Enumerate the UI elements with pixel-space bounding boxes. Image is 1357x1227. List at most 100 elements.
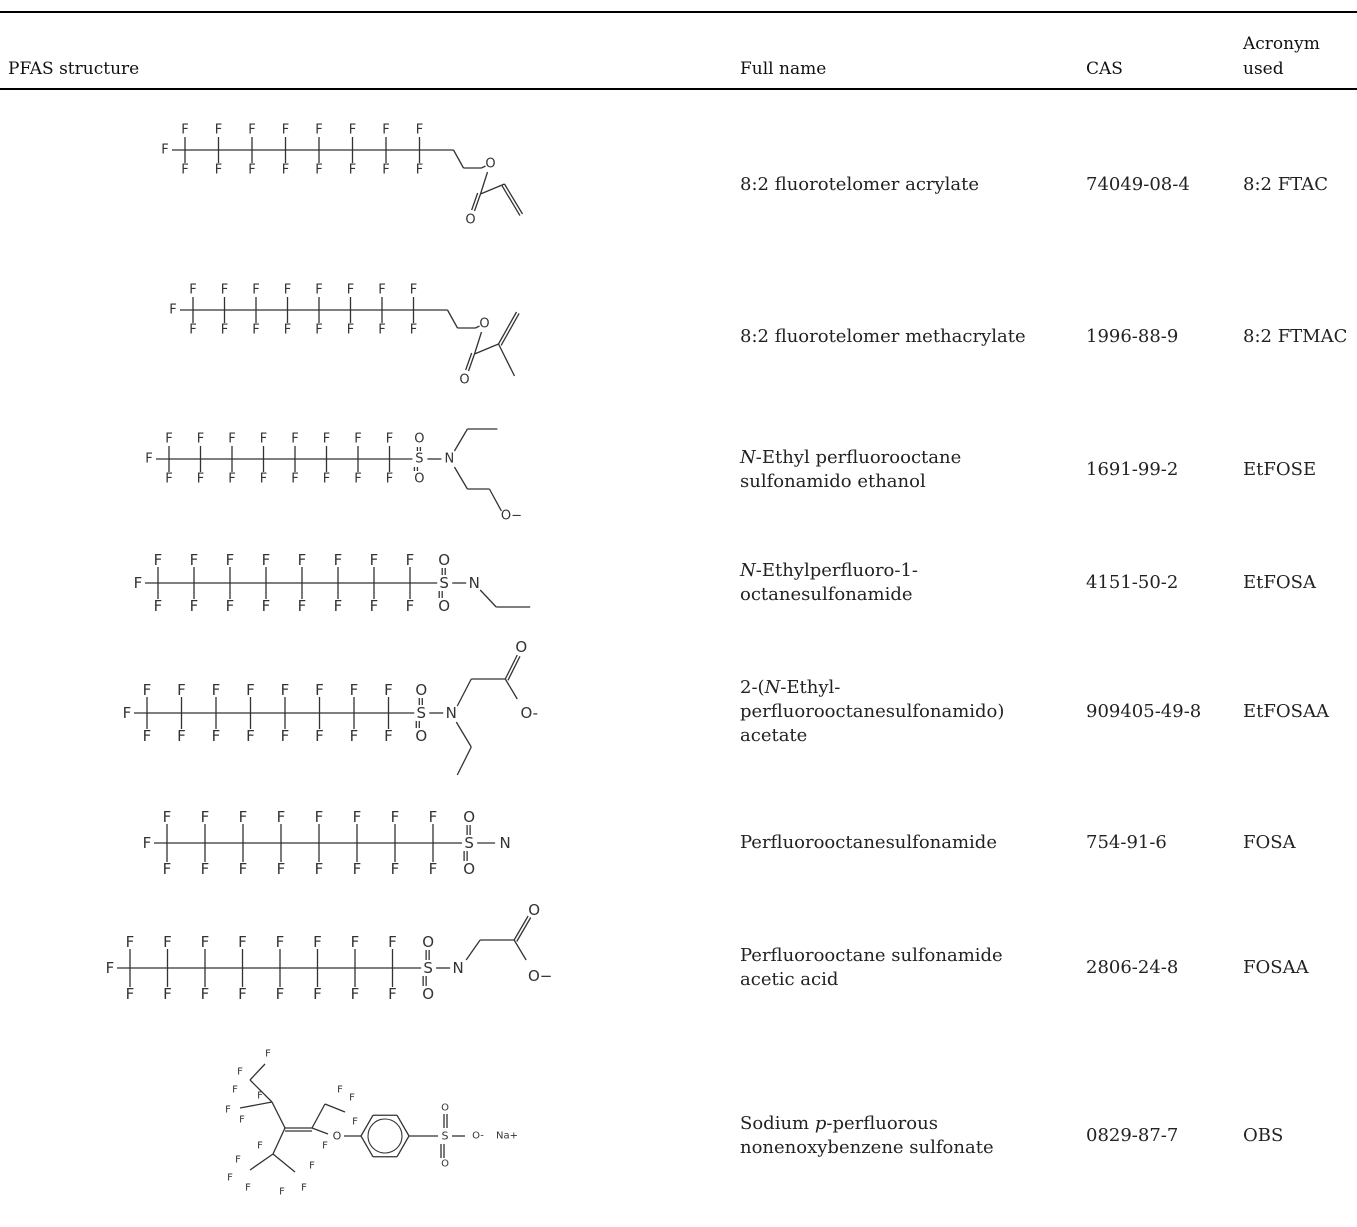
oxygen-atom: O	[441, 1103, 449, 1114]
fluorine-atom: F	[189, 323, 196, 338]
fluorine-atom: F	[197, 432, 204, 447]
fluorine-atom: F	[322, 1141, 328, 1152]
fluorine-atom: F	[232, 1085, 238, 1096]
fluorine-atom: F	[246, 681, 255, 699]
name-text: Perfluorooctanesulfonamide	[740, 832, 997, 853]
fluorine-atom: F	[252, 323, 259, 338]
ring-bond	[360, 1135, 374, 1158]
double-bond-line	[516, 917, 532, 942]
fluorine-atom: F	[221, 323, 228, 338]
ring-bond	[396, 1114, 410, 1137]
bond-line	[272, 1153, 296, 1173]
bond-line	[475, 325, 480, 329]
fluorine-atom: F	[239, 808, 248, 826]
fluorine-atom: F	[384, 727, 393, 745]
oxygen-anion: O-	[520, 704, 538, 722]
sulfur-atom: S	[417, 704, 427, 722]
full-name-line: 8:2 fluorotelomer acrylate	[740, 173, 979, 197]
fluorine-atom: F	[134, 574, 143, 592]
oxygen-atom: O	[459, 373, 469, 388]
double-bond-line	[501, 185, 521, 216]
fluorine-atom: F	[298, 551, 307, 569]
bond-line	[479, 171, 489, 195]
bond-line	[479, 589, 497, 608]
full-name-cell: Perfluorooctane sulfonamide acetic acid	[740, 944, 1003, 992]
full-name-cell: Perfluorooctanesulfonamide	[740, 831, 997, 855]
bond-line	[504, 678, 518, 700]
fluorine-atom: F	[257, 1091, 263, 1102]
fluorine-atom: F	[201, 808, 210, 826]
bond-line	[239, 1101, 273, 1109]
acronym-cell: 8:2 FTAC	[1243, 174, 1328, 195]
name-text: octanesulfonamide	[740, 584, 913, 605]
fluorine-atom: F	[323, 472, 330, 487]
bond-line	[474, 343, 499, 355]
fluorine-atom: F	[262, 551, 271, 569]
fluorine-atom: F	[260, 432, 267, 447]
fluorine-atom: F	[246, 727, 255, 745]
table-row: F F F F F F F F F F F F F F F F F S O O N O− N-Ethyl perfluoro…	[0, 414, 1357, 526]
fluorine-atom: F	[227, 1173, 233, 1184]
double-bond-line	[507, 656, 521, 681]
aromatic-ring	[367, 1118, 403, 1154]
sulfur-atom: S	[423, 959, 433, 977]
nitrogen-atom: N	[445, 452, 455, 467]
fluorine-atom: F	[239, 860, 248, 878]
fluorine-atom: F	[262, 597, 271, 615]
cas-cell: 754-91-6	[1086, 832, 1167, 853]
oxygen-atom: O	[515, 638, 527, 656]
fluorine-atom: F	[154, 551, 163, 569]
name-text: acetic acid	[740, 969, 839, 990]
fluorine-atom: F	[161, 143, 168, 158]
fluorine-atom: F	[406, 551, 415, 569]
full-name-line: 2-(N-Ethyl-	[740, 676, 1004, 700]
bond-line	[272, 1127, 286, 1155]
bond-line	[452, 149, 465, 169]
fluorine-atom: F	[221, 283, 228, 298]
fluorine-atom: F	[165, 432, 172, 447]
fluorine-atom: F	[257, 1141, 263, 1152]
full-name-cell: 8:2 fluorotelomer acrylate	[740, 173, 979, 197]
fluorine-atom: F	[378, 323, 385, 338]
fluorine-atom: F	[239, 1115, 245, 1126]
fluorine-atom: F	[349, 1093, 355, 1104]
fluorine-atom: F	[169, 303, 176, 318]
fluorine-atom: F	[388, 933, 397, 951]
fluorine-atom: F	[197, 472, 204, 487]
bond-line	[249, 1079, 273, 1103]
fluorine-atom: F	[201, 860, 210, 878]
name-text: Perfluorooctane sulfonamide	[740, 945, 1003, 966]
bond-line	[249, 1153, 274, 1171]
sulfur-atom: S	[415, 452, 423, 467]
table-row: F F F F F F F F F F F F F F F F F S O O N Perfluorooctanesulf…	[0, 798, 1357, 892]
double-bond-line	[513, 915, 529, 941]
table-header-rule	[0, 88, 1357, 90]
fluorine-atom: F	[313, 933, 322, 951]
fluorine-atom: F	[315, 727, 324, 745]
fluorine-atom: F	[215, 163, 222, 178]
italic-prefix: N	[740, 560, 756, 581]
bond-line	[488, 488, 502, 512]
fluorine-atom: F	[323, 432, 330, 447]
fluorine-atom: F	[181, 163, 188, 178]
double-bond-line	[467, 353, 476, 372]
fluorine-atom: F	[406, 597, 415, 615]
table-top-rule	[0, 11, 1357, 13]
full-name-line: N-Ethyl perfluorooctane	[740, 446, 961, 470]
fluorine-atom: F	[226, 597, 235, 615]
cas-cell: 2806-24-8	[1086, 957, 1179, 978]
double-bond-line	[503, 183, 524, 215]
fluorine-atom: F	[154, 597, 163, 615]
sodium-cation: Na+	[496, 1131, 518, 1142]
fluorine-atom: F	[350, 681, 359, 699]
name-text: -Ethyl-	[780, 677, 841, 698]
header-cas: CAS	[1086, 59, 1123, 79]
full-name-line: nonenoxybenzene sulfonate	[740, 1136, 994, 1160]
oxygen-atom: O	[415, 681, 427, 699]
fluorine-atom: F	[337, 1085, 343, 1096]
fluorine-atom: F	[391, 808, 400, 826]
double-bond-line	[504, 654, 518, 680]
bond-line	[453, 428, 468, 452]
